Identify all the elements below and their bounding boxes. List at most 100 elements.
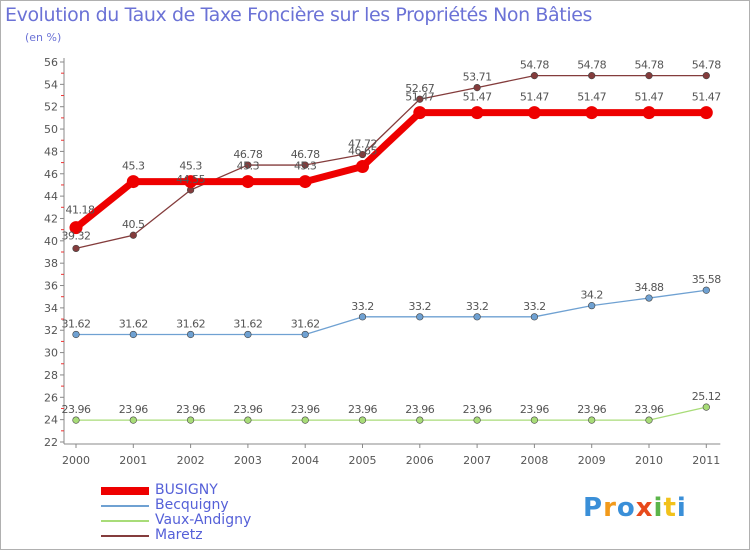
data-point-busigny: [241, 175, 255, 189]
data-point-busigny: [699, 106, 713, 120]
y-tick-label: 46: [44, 168, 58, 181]
x-tick-label: 2006: [406, 454, 434, 467]
data-point-maretz: [129, 231, 137, 239]
legend-swatch: [101, 535, 149, 537]
y-tick-label: 26: [44, 391, 58, 404]
logo-letter: r: [603, 493, 617, 523]
y-tick-label: 32: [44, 324, 58, 337]
data-point-busigny: [69, 221, 83, 235]
series-line-maretz: [75, 74, 707, 250]
data-point-maretz: [473, 83, 481, 92]
data-point-maretz: [645, 72, 653, 80]
data-point-vaux-andigny: [530, 416, 539, 424]
y-tick-label: 52: [44, 101, 58, 114]
data-label: 33.2: [466, 300, 489, 313]
data-point-becquigny: [301, 330, 309, 339]
data-label: 33.2: [523, 300, 546, 313]
data-label: 45.3: [237, 160, 260, 173]
legend-label: Vaux-Andigny: [155, 512, 252, 528]
x-tick-label: 2002: [177, 454, 205, 467]
data-label: 33.2: [409, 300, 432, 313]
data-label: 40.5: [122, 218, 145, 231]
data-label: 54.78: [577, 59, 606, 72]
data-label: 23.96: [348, 403, 377, 416]
x-tick-label: 2010: [635, 454, 663, 467]
data-point-maretz: [358, 150, 367, 159]
data-point-becquigny: [588, 302, 596, 310]
data-label: 23.96: [577, 403, 606, 416]
data-point-vaux-andigny: [645, 416, 653, 424]
y-tick-label: 42: [44, 212, 58, 225]
x-tick-label: 2011: [692, 454, 720, 467]
proxiti-logo: Proxiti: [583, 493, 687, 523]
data-point-maretz: [244, 161, 252, 169]
data-point-vaux-andigny: [301, 416, 309, 424]
data-point-maretz: [702, 72, 710, 80]
data-label: 31.62: [119, 317, 148, 330]
data-label: 34.88: [635, 281, 664, 294]
series-line-busigny: [73, 109, 707, 231]
data-point-becquigny: [530, 313, 539, 321]
data-point-vaux-andigny: [72, 416, 80, 424]
data-label: 39.32: [62, 229, 91, 242]
data-label: 23.96: [119, 403, 148, 416]
x-tick-label: 2005: [349, 454, 377, 467]
data-point-becquigny: [473, 313, 481, 321]
data-label: 44.55: [176, 173, 205, 186]
chart-subtitle: (en %): [25, 31, 62, 44]
data-label: 34.2: [580, 289, 603, 302]
data-point-vaux-andigny: [358, 416, 367, 424]
data-label: 23.96: [405, 403, 434, 416]
data-label: 31.62: [176, 317, 205, 330]
data-label: 31.62: [291, 317, 320, 330]
x-tick-label: 2003: [234, 454, 262, 467]
data-label: 51.47: [405, 91, 434, 104]
data-label: 53.71: [463, 71, 492, 84]
data-label: 33.2: [351, 300, 374, 313]
y-tick-label: 36: [44, 280, 58, 293]
data-label: 23.96: [635, 403, 664, 416]
x-tick-label: 2007: [463, 454, 491, 467]
data-point-becquigny: [358, 313, 367, 321]
data-point-vaux-andigny: [244, 416, 252, 424]
data-point-maretz: [530, 72, 539, 80]
legend-label: BUSIGNY: [155, 482, 218, 498]
data-label: 31.62: [62, 317, 91, 330]
data-label: 51.47: [463, 91, 492, 104]
data-label: 23.96: [62, 403, 91, 416]
data-point-busigny: [356, 160, 369, 173]
logo-letter: t: [663, 493, 677, 523]
data-point-maretz: [416, 95, 424, 103]
y-tick-label: 50: [44, 123, 58, 136]
data-point-busigny: [470, 106, 484, 120]
y-tick-label: 22: [44, 436, 58, 449]
data-label: 25.12: [692, 390, 721, 403]
data-point-busigny: [184, 175, 198, 189]
data-label: 31.62: [233, 317, 262, 330]
data-point-vaux-andigny: [187, 416, 195, 424]
logo-letter: P: [583, 493, 604, 523]
data-point-becquigny: [72, 330, 80, 339]
x-tick-label: 2004: [291, 454, 319, 467]
data-label: 54.78: [520, 59, 549, 72]
x-tick-label: 2001: [119, 454, 147, 467]
data-point-maretz: [588, 72, 596, 80]
y-tick-label: 44: [44, 190, 58, 203]
y-tick-label: 38: [44, 257, 58, 270]
legend-swatch: [101, 487, 149, 495]
data-point-busigny: [527, 106, 541, 120]
series-layer: [69, 72, 713, 424]
data-point-busigny: [298, 175, 312, 189]
series-line-becquigny: [76, 289, 707, 336]
x-tick-label: 2008: [520, 454, 548, 467]
data-point-becquigny: [187, 330, 195, 339]
data-label: 46.65: [348, 145, 377, 158]
data-label: 23.96: [520, 403, 549, 416]
data-label: 52.67: [405, 82, 434, 95]
data-point-maretz: [72, 244, 80, 253]
y-tick-label: 28: [44, 369, 58, 382]
y-tick-label: 56: [44, 56, 58, 69]
data-label: 51.47: [635, 91, 664, 104]
x-tick-label: 2000: [62, 454, 90, 467]
